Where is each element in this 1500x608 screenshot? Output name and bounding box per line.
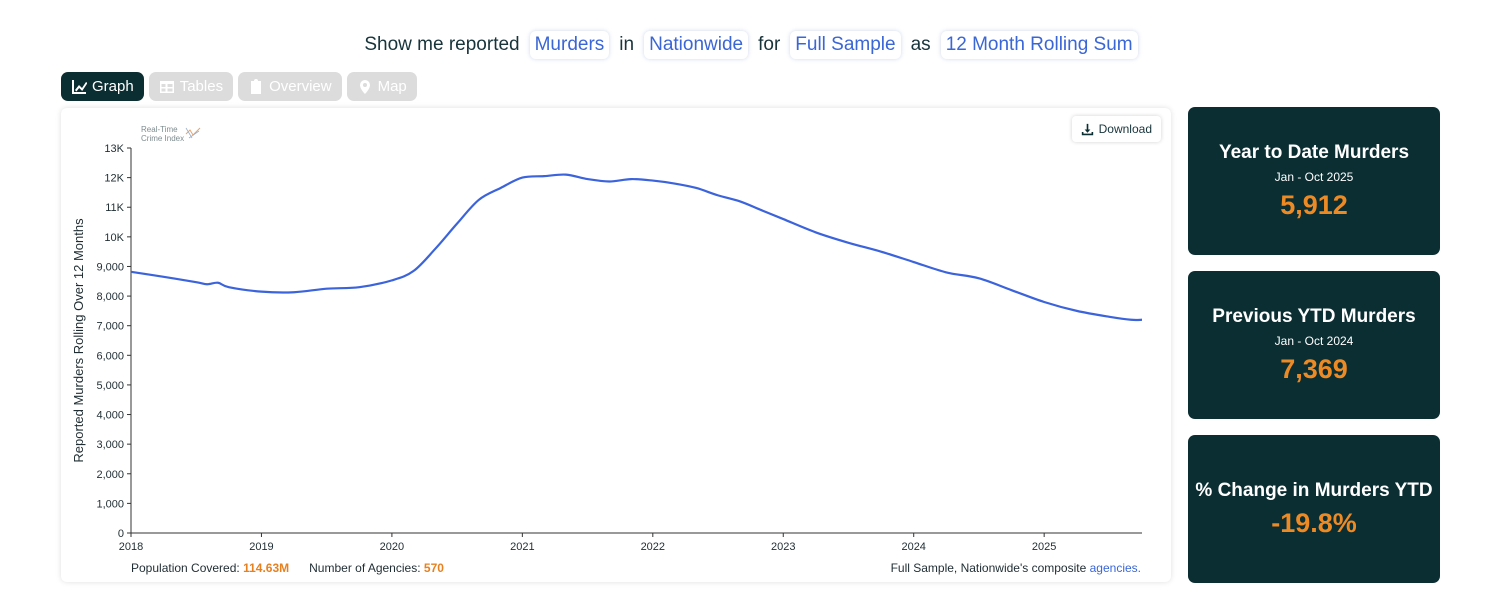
- ytd-stat-card: Year to Date Murders Jan - Oct 2025 5,91…: [1188, 107, 1440, 255]
- y-tick-label: 8,000: [96, 291, 124, 303]
- clipboard-icon: [251, 78, 262, 94]
- ytd-stat-period: Jan - Oct 2025: [1274, 169, 1354, 184]
- y-tick-label: 2,000: [96, 469, 124, 481]
- coverage-info: Population Covered: 114.63M Number of Ag…: [131, 561, 444, 575]
- map-pin-icon: [359, 79, 370, 94]
- tab-map-label: Map: [377, 78, 407, 95]
- y-tick-label: 5,000: [96, 380, 124, 392]
- crime-index-logo: Real-Time Crime Index: [141, 125, 184, 143]
- agencies-info: Number of Agencies: 570: [309, 561, 444, 575]
- y-tick-label: 13K: [104, 143, 124, 155]
- ytd-stat-title: Year to Date Murders: [1218, 141, 1410, 163]
- x-tick-label: 2025: [1032, 541, 1056, 553]
- previous-ytd-stat-value: 7,369: [1280, 353, 1348, 384]
- x-tick-label: 2022: [641, 541, 665, 553]
- download-button[interactable]: Download: [1071, 116, 1161, 142]
- sample-note: Full Sample, Nationwide's composite agen…: [891, 561, 1141, 575]
- logo-line2: Crime Index: [141, 134, 185, 143]
- previous-ytd-stat-title: Previous YTD Murders: [1212, 305, 1416, 327]
- y-tick-label: 11K: [105, 202, 124, 214]
- tab-map[interactable]: Map: [346, 72, 417, 101]
- change-stat-value: -19.8%: [1271, 507, 1357, 538]
- x-tick-label: 2023: [771, 541, 795, 553]
- y-tick-label: 4,000: [96, 410, 124, 422]
- tab-graph[interactable]: Graph: [61, 72, 144, 101]
- population-label: Population Covered:: [131, 561, 240, 575]
- table-icon: [159, 80, 174, 93]
- tab-tables-label: Tables: [179, 78, 224, 95]
- sample-selector[interactable]: Full Sample: [790, 31, 901, 59]
- tab-tables[interactable]: Tables: [148, 72, 234, 101]
- tab-overview-label: Overview: [269, 78, 332, 95]
- change-stat-card: % Change in Murders YTD -19.8%: [1188, 435, 1440, 583]
- query-for: for: [758, 34, 781, 55]
- y-tick-label: 3,000: [96, 439, 124, 451]
- download-icon: [1081, 123, 1093, 135]
- sample-note-text: Full Sample, Nationwide's composite: [890, 561, 1087, 575]
- y-axis-label: Reported Murders Rolling Over 12 Months: [71, 218, 86, 463]
- tab-graph-label: Graph: [92, 78, 134, 95]
- x-tick-label: 2024: [901, 541, 925, 553]
- chart-line-icon: [72, 79, 87, 94]
- ytd-stat-value: 5,912: [1280, 189, 1348, 220]
- y-tick-label: 10K: [104, 232, 124, 244]
- view-tabs: Graph Tables Overview Map: [61, 72, 417, 101]
- logo-line1: Real-Time: [141, 125, 178, 134]
- region-selector[interactable]: Nationwide: [644, 31, 749, 59]
- x-tick-label: 2020: [380, 541, 404, 553]
- y-tick-label: 9,000: [96, 261, 124, 273]
- previous-ytd-stat-period: Jan - Oct 2024: [1274, 333, 1354, 348]
- chart-card: 0 1,000 2,000 3,000 4,000 5,000 6,000 7,000 8,00…: [61, 108, 1171, 582]
- query-in: in: [619, 34, 635, 55]
- population-info: Population Covered: 114.63M: [131, 561, 289, 575]
- tab-overview[interactable]: Overview: [238, 72, 342, 101]
- line-chart: 0 1,000 2,000 3,000 4,000 5,000 6,000 7,000 8,00…: [71, 143, 1143, 553]
- y-tick-label: 12K: [104, 173, 124, 185]
- y-tick-label: 0: [118, 528, 124, 540]
- crime-selector[interactable]: Murders: [529, 31, 610, 59]
- agencies-label: Number of Agencies:: [309, 561, 421, 575]
- logo-mark-icon: [185, 127, 201, 139]
- x-tick-label: 2018: [119, 541, 143, 553]
- query-prefix: Show me reported: [364, 34, 520, 55]
- previous-ytd-stat-card: Previous YTD Murders Jan - Oct 2024 7,36…: [1188, 271, 1440, 419]
- metric-selector[interactable]: 12 Month Rolling Sum: [940, 31, 1138, 59]
- population-value: 114.63M: [243, 561, 290, 575]
- y-tick-label: 7,000: [96, 321, 124, 333]
- query-sentence: Show me reported Murders in Nationwide f…: [0, 28, 1500, 62]
- x-tick-label: 2019: [249, 541, 273, 553]
- series-line: [130, 173, 1143, 322]
- query-as: as: [910, 34, 931, 55]
- agencies-link[interactable]: agencies.: [1089, 561, 1141, 575]
- y-tick-label: 6,000: [96, 350, 124, 362]
- x-tick-label: 2021: [510, 541, 534, 553]
- download-label: Download: [1098, 122, 1152, 136]
- agencies-value: 570: [423, 561, 444, 575]
- change-stat-title: % Change in Murders YTD: [1195, 479, 1433, 501]
- y-tick-label: 1,000: [96, 498, 124, 510]
